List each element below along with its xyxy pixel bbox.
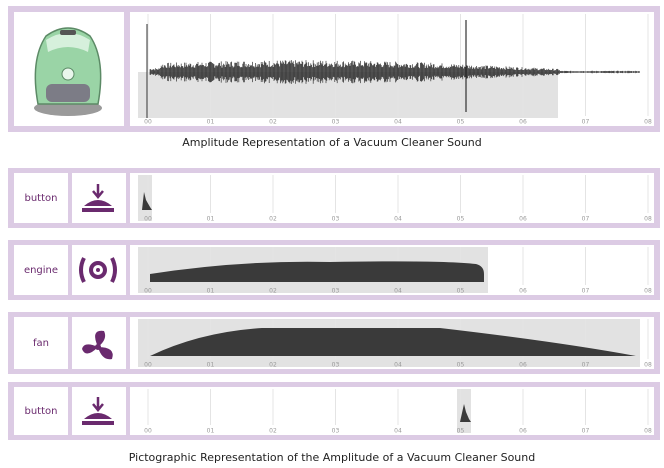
time-tick: 04	[394, 288, 402, 295]
time-tick: 06	[519, 428, 527, 435]
time-tick: 02	[269, 119, 277, 126]
track: button 00 01 02 03 04 05 06 07 08	[8, 168, 660, 228]
time-tick: 03	[332, 119, 340, 126]
time-tick: 00	[144, 428, 152, 435]
time-tick: 06	[519, 119, 527, 126]
track: button 00 01 02 03 04 05 06 07 08	[8, 382, 660, 440]
time-tick: 04	[394, 119, 402, 126]
time-tick: 04	[394, 216, 402, 223]
icon-box	[72, 173, 126, 223]
top-caption: Amplitude Representation of a Vacuum Cle…	[182, 136, 482, 149]
time-tick: 05	[457, 288, 465, 295]
bottom-caption: Pictographic Representation of the Ampli…	[129, 451, 535, 464]
time-tick: 01	[207, 428, 215, 435]
track-label: button	[25, 193, 58, 204]
time-tick: 02	[269, 216, 277, 223]
time-tick: 01	[207, 362, 215, 369]
time-tick: 05	[457, 216, 465, 223]
time-tick: 02	[269, 428, 277, 435]
time-tick: 08	[644, 216, 652, 223]
time-tick: 05	[457, 362, 465, 369]
time-tick: 07	[582, 119, 590, 126]
time-tick: 08	[644, 288, 652, 295]
track: fan 00 01 02 03 04 05 06 07 08	[8, 312, 660, 374]
time-tick: 07	[582, 288, 590, 295]
time-tick: 02	[269, 288, 277, 295]
time-tick: 06	[519, 362, 527, 369]
track-label: engine	[24, 265, 58, 276]
time-tick: 01	[207, 216, 215, 223]
time-tick: 06	[519, 216, 527, 223]
figure: Amplitude Representation of a Vacuum Cle…	[0, 0, 664, 468]
time-tick: 03	[332, 428, 340, 435]
track: engine 00 01 02 03 04 05 06 07 08	[8, 240, 660, 300]
time-tick: 06	[519, 288, 527, 295]
vacuum-illustration	[34, 28, 102, 116]
time-tick: 08	[644, 119, 652, 126]
time-tick: 04	[394, 362, 402, 369]
time-tick: 08	[644, 428, 652, 435]
time-tick: 05	[457, 119, 465, 126]
time-tick: 00	[144, 362, 152, 369]
time-tick: 05	[457, 428, 465, 435]
time-tick: 04	[394, 428, 402, 435]
time-tick: 07	[582, 362, 590, 369]
time-tick: 03	[332, 362, 340, 369]
time-tick: 03	[332, 288, 340, 295]
time-tick: 03	[332, 216, 340, 223]
time-tick: 02	[269, 362, 277, 369]
time-tick: 01	[207, 119, 215, 126]
time-tick: 01	[207, 288, 215, 295]
time-tick: 07	[582, 216, 590, 223]
track-label: button	[25, 406, 58, 417]
time-tick: 07	[582, 428, 590, 435]
time-tick: 08	[644, 362, 652, 369]
track-label: fan	[33, 338, 49, 349]
waveform-shade	[138, 72, 558, 118]
time-tick: 00	[144, 119, 152, 126]
icon-box	[72, 387, 126, 435]
time-tick: 00	[144, 216, 152, 223]
time-tick: 00	[144, 288, 152, 295]
